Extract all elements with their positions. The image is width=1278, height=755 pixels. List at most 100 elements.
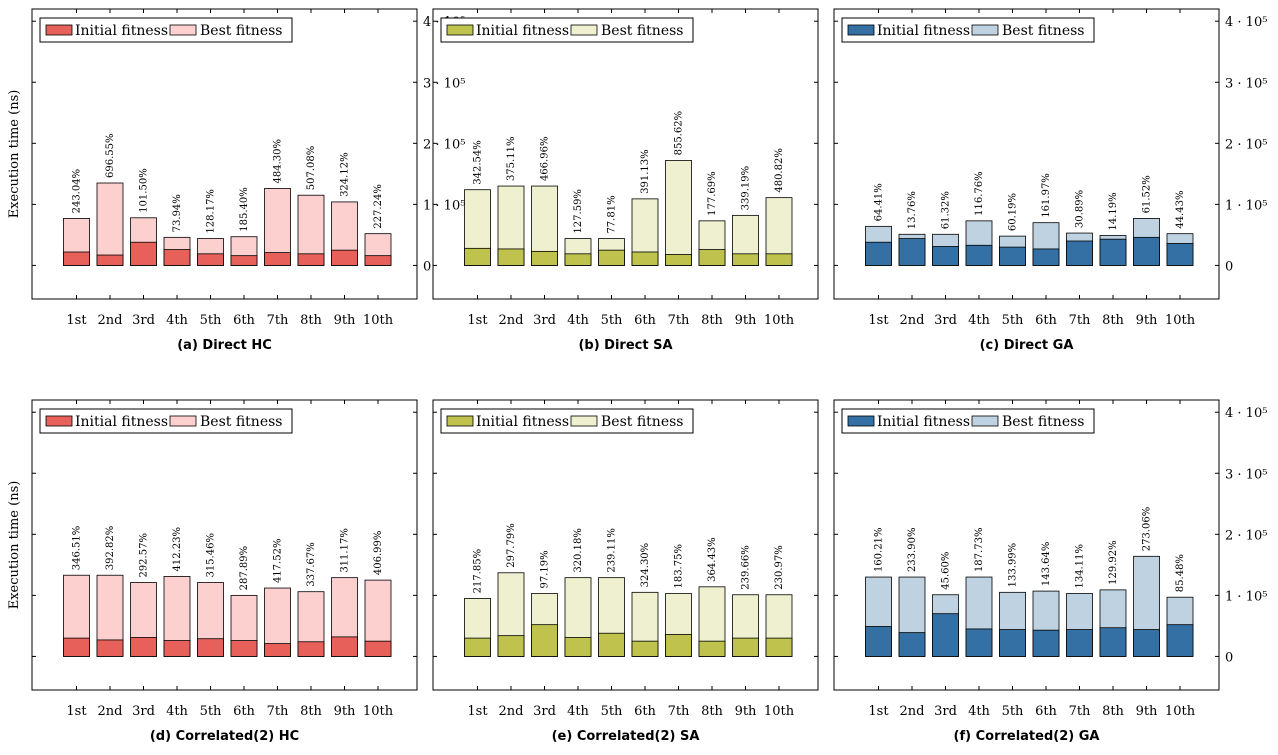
x-tick-label: 9th	[334, 313, 356, 328]
bar-initial-fitness	[197, 253, 224, 266]
data-label: 30.89%	[1075, 190, 1086, 228]
legend-label-initial: Initial fitness	[75, 23, 168, 39]
bar-initial-fitness	[1066, 629, 1093, 657]
data-label: 187.73%	[974, 528, 985, 573]
x-tick-label: 4th	[968, 704, 990, 719]
bar-initial-fitness	[130, 637, 157, 657]
data-label: 13.76%	[907, 191, 918, 229]
bar-initial-fitness	[631, 640, 659, 657]
bar-initial-fitness	[1066, 240, 1093, 266]
panel-caption: (c) Direct GA	[980, 338, 1074, 353]
x-tick-label: 7th	[1069, 313, 1091, 328]
data-label: 85.48%	[1175, 554, 1186, 592]
x-tick-label: 7th	[267, 313, 289, 328]
x-tick-label: 3rd	[934, 704, 957, 719]
bar-initial-fitness	[364, 640, 392, 657]
data-label: 324.12%	[340, 152, 351, 197]
data-label: 73.94%	[172, 194, 183, 232]
bar-initial-fitness	[63, 251, 90, 266]
x-tick-label: 4th	[968, 313, 990, 328]
bar-initial-fitness	[932, 246, 959, 266]
data-label: 337.67%	[306, 542, 317, 587]
data-label: 217.85%	[473, 549, 484, 594]
plot-frame	[833, 399, 1220, 691]
data-label: 391.13%	[640, 149, 651, 194]
y-tick-label: 4 · 10⁵	[1225, 15, 1267, 30]
plot-frame	[432, 8, 819, 300]
data-label: 129.92%	[1108, 540, 1119, 585]
y-tick-label: 0	[1225, 259, 1233, 274]
x-tick-label: 8th	[300, 704, 322, 719]
y-tick-label: 1 · 10⁵	[423, 198, 465, 213]
x-tick-label: 10th	[764, 313, 795, 328]
data-label: 375.11%	[506, 137, 517, 182]
data-label: 412.23%	[172, 527, 183, 572]
data-label: 60.19%	[1008, 193, 1019, 231]
x-tick-label: 6th	[1035, 704, 1057, 719]
bar-initial-fitness	[765, 637, 793, 657]
bar-initial-fitness	[1032, 248, 1060, 266]
bar-initial-fitness	[531, 250, 558, 266]
bar-initial-fitness	[331, 249, 358, 266]
x-tick-label: 3rd	[132, 313, 155, 328]
legend-box	[841, 17, 1095, 43]
bar-initial-fitness	[531, 624, 558, 657]
plot-frame	[833, 8, 1220, 300]
legend-swatch-best	[570, 24, 598, 36]
legend-swatch-best	[570, 415, 598, 427]
legend-label-best: Best fitness	[601, 23, 683, 39]
x-tick-label: 5th	[1002, 313, 1024, 328]
panel-caption: (d) Correlated(2) HC	[150, 729, 299, 744]
data-label: 417.52%	[273, 539, 284, 584]
x-tick-label: 3rd	[533, 313, 556, 328]
x-tick-label: 6th	[1035, 313, 1057, 328]
data-label: 292.57%	[139, 533, 150, 578]
bar-initial-fitness	[1133, 629, 1160, 657]
data-label: 227.24%	[373, 184, 384, 229]
y-tick-label: 3 · 10⁵	[1225, 467, 1267, 482]
data-label: 239.11%	[607, 528, 618, 573]
x-tick-label: 4th	[567, 704, 589, 719]
bar-initial-fitness	[631, 251, 659, 266]
x-tick-label: 8th	[1102, 704, 1124, 719]
data-label: 61.52%	[1142, 175, 1153, 213]
x-tick-label: 3rd	[934, 313, 957, 328]
bar-initial-fitness	[898, 632, 926, 657]
y-axis-label: Execution time (ns)	[7, 90, 22, 219]
data-label: 364.43%	[707, 537, 718, 582]
x-tick-label: 9th	[735, 704, 757, 719]
data-label: 127.59%	[573, 189, 584, 234]
bar-initial-fitness	[564, 637, 592, 657]
bar-initial-fitness	[163, 249, 191, 266]
bar-initial-fitness	[331, 636, 358, 657]
x-tick-label: 5th	[200, 704, 222, 719]
data-label: 160.21%	[874, 528, 885, 573]
x-tick-label: 10th	[363, 313, 394, 328]
legend-label-initial: Initial fitness	[476, 23, 569, 39]
x-tick-label: 2nd	[499, 313, 524, 328]
x-tick-label: 2nd	[900, 704, 925, 719]
legend-swatch-initial	[446, 415, 474, 427]
bar-initial-fitness	[665, 634, 692, 657]
data-label: 128.17%	[206, 189, 217, 234]
legend-label-initial: Initial fitness	[75, 414, 168, 430]
data-label: 97.19%	[540, 550, 551, 588]
legend-swatch-initial	[45, 24, 73, 36]
data-label: 243.04%	[72, 169, 83, 214]
legend-box	[440, 17, 694, 43]
data-label: 161.97%	[1041, 173, 1052, 218]
legend-swatch-initial	[847, 415, 875, 427]
bar-initial-fitness	[732, 637, 759, 657]
x-tick-label: 1st	[467, 704, 488, 719]
bar-initial-fitness	[598, 632, 625, 657]
data-label: 324.30%	[640, 543, 651, 588]
data-label: 342.54%	[473, 140, 484, 185]
x-tick-label: 1st	[66, 313, 87, 328]
bar-initial-fitness	[96, 254, 124, 266]
chart-panel-3: 0 1 · 10⁵ 2 · 10⁵ 3 · 10⁵ 4 · 10⁵ 1st 64.41% 2n…	[833, 8, 1267, 353]
x-tick-label: 6th	[634, 704, 656, 719]
legend-swatch-initial	[45, 415, 73, 427]
bar-initial-fitness	[364, 255, 392, 266]
x-tick-label: 4th	[567, 313, 589, 328]
